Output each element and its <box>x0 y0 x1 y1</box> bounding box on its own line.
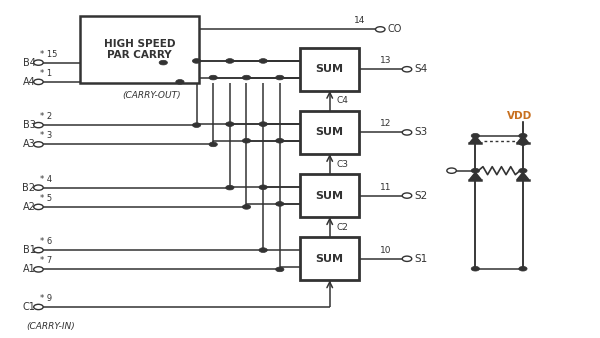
Circle shape <box>447 168 457 173</box>
Text: S2: S2 <box>415 191 428 200</box>
Text: SUM: SUM <box>316 254 344 264</box>
Text: * 1: * 1 <box>40 69 52 78</box>
Circle shape <box>519 134 527 138</box>
Bar <box>300 174 359 217</box>
Bar <box>300 111 359 154</box>
Text: B3: B3 <box>23 120 35 130</box>
Circle shape <box>471 168 479 173</box>
Text: 12: 12 <box>380 119 392 128</box>
Circle shape <box>209 75 217 80</box>
Text: C3: C3 <box>337 160 349 169</box>
Circle shape <box>226 185 234 190</box>
Text: VDD: VDD <box>508 111 533 121</box>
Text: * 6: * 6 <box>40 237 52 246</box>
Circle shape <box>275 201 284 206</box>
Text: HIGH SPEED
PAR CARRY: HIGH SPEED PAR CARRY <box>104 39 175 60</box>
Polygon shape <box>517 136 529 143</box>
Circle shape <box>226 58 234 63</box>
Text: 11: 11 <box>380 183 392 192</box>
Text: S1: S1 <box>415 254 428 264</box>
Circle shape <box>34 60 43 65</box>
Circle shape <box>519 141 527 145</box>
Polygon shape <box>517 172 529 179</box>
Text: B2: B2 <box>22 183 35 193</box>
Circle shape <box>34 185 43 190</box>
Circle shape <box>376 27 385 32</box>
Text: CO: CO <box>388 24 403 34</box>
Circle shape <box>159 60 167 65</box>
Text: (CARRY-OUT): (CARRY-OUT) <box>122 91 181 100</box>
Circle shape <box>259 248 268 252</box>
Text: * 7: * 7 <box>40 257 52 265</box>
Polygon shape <box>469 172 481 179</box>
Text: A4: A4 <box>23 77 35 87</box>
Text: 10: 10 <box>380 246 392 255</box>
Text: C1: C1 <box>23 302 35 312</box>
Circle shape <box>519 168 527 173</box>
Text: S3: S3 <box>415 127 428 138</box>
Text: C2: C2 <box>337 223 349 232</box>
Circle shape <box>34 304 43 310</box>
Circle shape <box>242 204 251 209</box>
Bar <box>300 48 359 91</box>
Circle shape <box>275 139 284 143</box>
Circle shape <box>402 67 412 72</box>
Text: SUM: SUM <box>316 64 344 74</box>
Circle shape <box>34 247 43 253</box>
Circle shape <box>402 256 412 261</box>
Bar <box>300 237 359 280</box>
Circle shape <box>176 79 184 84</box>
Text: A1: A1 <box>23 264 35 274</box>
Circle shape <box>209 142 217 147</box>
Circle shape <box>242 139 251 143</box>
Circle shape <box>275 75 284 80</box>
Circle shape <box>519 266 527 271</box>
Text: SUM: SUM <box>316 127 344 138</box>
Circle shape <box>402 130 412 135</box>
Circle shape <box>242 75 251 80</box>
Circle shape <box>471 134 479 138</box>
Circle shape <box>193 58 201 63</box>
Text: * 15: * 15 <box>40 50 57 58</box>
Circle shape <box>402 193 412 198</box>
Circle shape <box>275 267 284 272</box>
Text: * 5: * 5 <box>40 194 52 203</box>
Text: 14: 14 <box>353 16 365 25</box>
Circle shape <box>34 267 43 272</box>
Circle shape <box>259 122 268 126</box>
Polygon shape <box>469 136 481 143</box>
Text: B1: B1 <box>23 245 35 255</box>
Text: A2: A2 <box>23 202 35 212</box>
Text: 13: 13 <box>380 56 392 65</box>
Circle shape <box>34 79 43 84</box>
Text: SUM: SUM <box>316 191 344 200</box>
Text: (CARRY-IN): (CARRY-IN) <box>26 322 75 331</box>
Bar <box>80 16 199 82</box>
Text: * 3: * 3 <box>40 131 52 140</box>
Text: * 9: * 9 <box>40 294 52 303</box>
Text: B4: B4 <box>23 57 35 68</box>
Circle shape <box>259 58 268 63</box>
Circle shape <box>193 123 201 127</box>
Text: C4: C4 <box>337 96 349 105</box>
Circle shape <box>34 142 43 147</box>
Circle shape <box>226 122 234 126</box>
Circle shape <box>34 122 43 128</box>
Text: * 4: * 4 <box>40 175 52 184</box>
Text: S4: S4 <box>415 64 428 74</box>
Circle shape <box>34 204 43 210</box>
Circle shape <box>471 266 479 271</box>
Circle shape <box>259 185 268 190</box>
Text: * 2: * 2 <box>40 112 52 121</box>
Text: A3: A3 <box>23 139 35 149</box>
